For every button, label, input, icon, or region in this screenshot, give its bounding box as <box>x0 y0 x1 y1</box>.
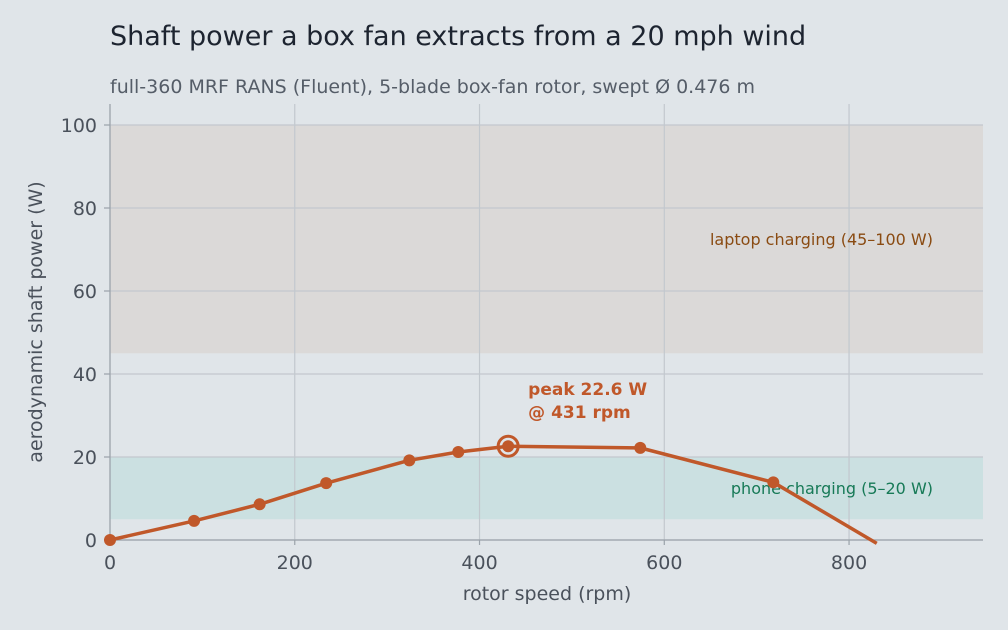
x-tick-label: 200 <box>277 552 313 574</box>
x-tick-label: 600 <box>646 552 682 574</box>
x-tick-label: 800 <box>831 552 867 574</box>
y-tick-label: 40 <box>73 364 97 386</box>
x-tick-label: 400 <box>461 552 497 574</box>
laptop-band-label: laptop charging (45–100 W) <box>710 230 933 249</box>
y-axis-label: aerodynamic shaft power (W) <box>25 181 47 462</box>
peak-annotation <box>496 434 520 458</box>
peak-label-value: peak 22.6 W <box>528 380 647 400</box>
data-point <box>403 454 416 467</box>
series-power <box>104 440 878 546</box>
y-tick-label: 100 <box>61 115 97 137</box>
data-point <box>188 514 201 527</box>
peak-label-rpm: @ 431 rpm <box>528 403 631 423</box>
reference-bands <box>110 125 983 520</box>
data-point <box>634 441 647 454</box>
laptop-band <box>110 125 983 354</box>
data-point <box>767 476 780 489</box>
axes <box>109 104 983 541</box>
tick-labels: 0 200 400 600 800 0 20 40 60 80 100 <box>61 115 867 574</box>
chart-subtitle: full-360 MRF RANS (Fluent), 5-blade box-… <box>110 76 755 98</box>
y-tick-label: 80 <box>73 198 97 220</box>
x-tick-label: 0 <box>104 552 116 574</box>
data-point <box>253 498 266 511</box>
phone-band <box>110 457 983 520</box>
data-point <box>502 440 515 453</box>
series-line <box>109 444 878 545</box>
data-point <box>320 477 333 490</box>
chart-title: Shaft power a box fan extracts from a 20… <box>110 21 806 52</box>
peak-marker-ring <box>496 434 520 458</box>
phone-band-label: phone charging (5–20 W) <box>731 479 933 498</box>
data-point <box>452 446 465 459</box>
y-tick-label: 20 <box>73 447 97 469</box>
x-axis-label: rotor speed (rpm) <box>463 583 632 605</box>
y-tick-label: 0 <box>85 530 97 552</box>
y-tick-label: 60 <box>73 281 97 303</box>
data-point <box>104 534 116 546</box>
